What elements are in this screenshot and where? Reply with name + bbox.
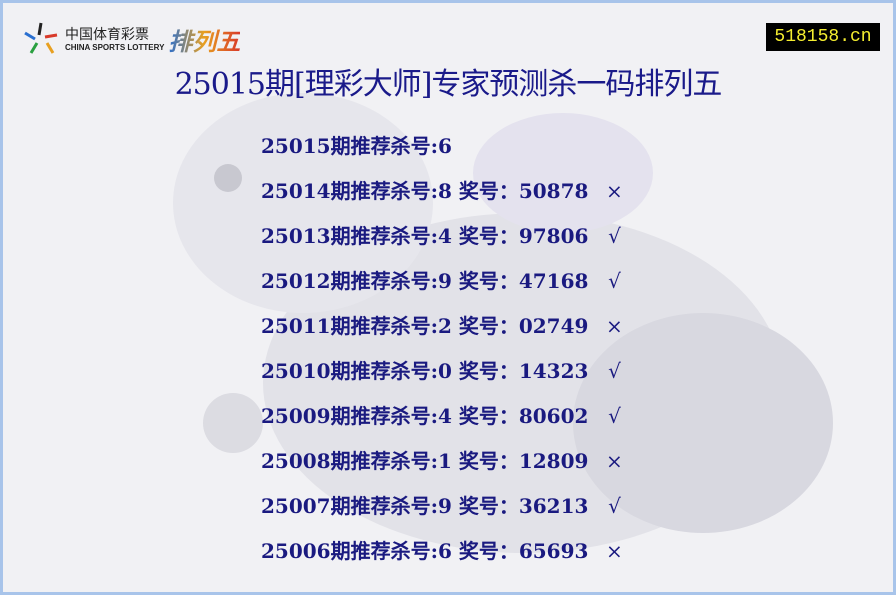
- prediction-row: 25010期推荐杀号:0 奖号：14323 √: [261, 356, 626, 401]
- china-sports-lottery-logo: 中国体育彩票 CHINA SPORTS LOTTERY 排列五: [21, 21, 240, 57]
- draw-result: 14323: [518, 359, 589, 383]
- lottery-star-icon: [24, 22, 58, 54]
- prediction-text: 25010期推荐杀号:0 奖号：: [261, 359, 519, 383]
- draw-result: 47168: [518, 269, 589, 293]
- draw-result: 12809: [518, 449, 589, 473]
- draw-result: 97806: [518, 224, 589, 248]
- prediction-row: 25009期推荐杀号:4 奖号：80602 √: [261, 401, 626, 446]
- prediction-text: 25012期推荐杀号:9 奖号：: [261, 269, 519, 293]
- prediction-text: 25014期推荐杀号:8 奖号：: [261, 179, 519, 203]
- page-title: 25015期[理彩大师]专家预测杀一码排列五: [174, 67, 723, 102]
- draw-result: 65693: [518, 539, 589, 563]
- prediction-row: 25014期推荐杀号:8 奖号：50878 ×: [261, 176, 626, 221]
- prediction-row: 25015期推荐杀号:6: [261, 131, 626, 176]
- check-icon: √: [608, 269, 621, 293]
- prediction-row: 25006期推荐杀号:6 奖号：65693 ×: [261, 536, 626, 581]
- draw-result: 50878: [518, 179, 589, 203]
- site-badge[interactable]: 518158.cn: [766, 23, 880, 51]
- cross-icon: ×: [606, 539, 623, 563]
- prediction-text: 25009期推荐杀号:4 奖号：: [261, 404, 519, 428]
- prediction-row: 25011期推荐杀号:2 奖号：02749 ×: [261, 311, 626, 356]
- prediction-text: 25006期推荐杀号:6 奖号：: [261, 539, 519, 563]
- logo-cn-text: 中国体育彩票: [65, 26, 149, 43]
- check-icon: √: [608, 494, 621, 518]
- draw-result: 02749: [518, 314, 589, 338]
- cross-icon: ×: [606, 179, 623, 203]
- prediction-row: 25012期推荐杀号:9 奖号：47168 √: [261, 266, 626, 311]
- cross-icon: ×: [606, 449, 623, 473]
- cross-icon: ×: [606, 314, 623, 338]
- check-icon: √: [608, 359, 621, 383]
- prediction-text: 25011期推荐杀号:2 奖号：: [261, 314, 519, 338]
- prediction-row: 25008期推荐杀号:1 奖号：12809 ×: [261, 446, 626, 491]
- prediction-text: 25008期推荐杀号:1 奖号：: [261, 449, 519, 473]
- draw-result: 80602: [518, 404, 589, 428]
- prediction-row: 25013期推荐杀号:4 奖号：97806 √: [261, 221, 626, 266]
- check-icon: √: [608, 404, 621, 428]
- prediction-text: 25007期推荐杀号:9 奖号：: [261, 494, 519, 518]
- logo-brand-text: 排列五: [168, 22, 240, 57]
- prediction-text: 25015期推荐杀号:6: [261, 134, 452, 158]
- ferret-watermark-image: [173, 93, 833, 553]
- prediction-text: 25013期推荐杀号:4 奖号：: [261, 224, 519, 248]
- draw-result: 36213: [518, 494, 589, 518]
- logo-en-text: CHINA SPORTS LOTTERY: [65, 42, 165, 52]
- prediction-list: 25015期推荐杀号:6 25014期推荐杀号:8 奖号：50878 × 25013期…: [261, 131, 626, 581]
- prediction-row: 25007期推荐杀号:9 奖号：36213 √: [261, 491, 626, 536]
- check-icon: √: [608, 224, 621, 248]
